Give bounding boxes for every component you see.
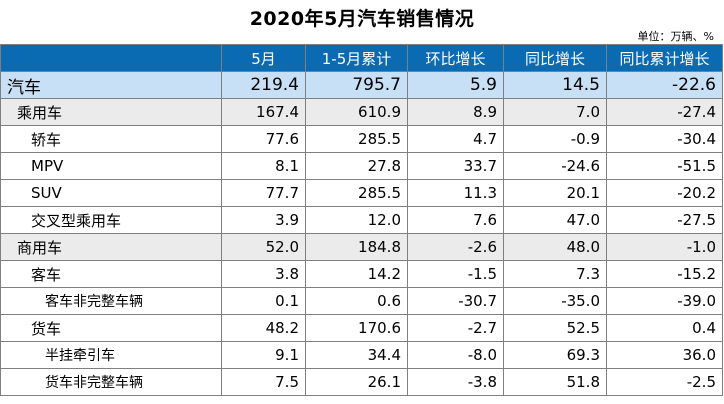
table-row: MPV 8.1 27.8 33.7 -24.6 -51.5: [0, 152, 723, 180]
table-row: 客车 3.8 14.2 -1.5 7.3 -15.2: [0, 260, 723, 288]
ytd-cell: 0.6: [305, 287, 408, 315]
may-cell: 77.6: [221, 125, 306, 153]
row-label: 货车非完整车辆: [0, 368, 222, 396]
yoy-growth-cell: 7.3: [503, 260, 607, 288]
ytd-yoy-growth-cell: 36.0: [606, 341, 723, 369]
mom-growth-cell: 7.6: [407, 206, 504, 234]
table-row: 交叉型乘用车 3.9 12.0 7.6 47.0 -27.5: [0, 206, 723, 234]
yoy-growth-cell: -24.6: [503, 152, 607, 180]
ytd-cell: 285.5: [305, 179, 408, 207]
may-cell: 7.5: [221, 368, 306, 396]
row-label: 客车非完整车辆: [0, 287, 222, 315]
yoy-growth-cell: 69.3: [503, 341, 607, 369]
table-row: 货车 48.2 170.6 -2.7 52.5 0.4: [0, 314, 723, 342]
ytd-yoy-growth-cell: -51.5: [606, 152, 723, 180]
ytd-yoy-growth-cell: -20.2: [606, 179, 723, 207]
may-cell: 167.4: [221, 98, 306, 126]
yoy-growth-cell: 47.0: [503, 206, 607, 234]
may-cell: 8.1: [221, 152, 306, 180]
may-cell: 3.9: [221, 206, 306, 234]
table-row: 客车非完整车辆 0.1 0.6 -30.7 -35.0 -39.0: [0, 287, 723, 315]
may-cell: 0.1: [221, 287, 306, 315]
ytd-yoy-growth-cell: -22.6: [606, 71, 723, 99]
ytd-cell: 610.9: [305, 98, 408, 126]
mom-growth-cell: 5.9: [407, 71, 504, 99]
yoy-growth-cell: 20.1: [503, 179, 607, 207]
table-row: 商用车 52.0 184.8 -2.6 48.0 -1.0: [0, 233, 723, 261]
table-row: 汽车 219.4 795.7 5.9 14.5 -22.6: [0, 71, 723, 99]
header-yoy-growth: 同比增长: [503, 44, 607, 72]
yoy-growth-cell: 51.8: [503, 368, 607, 396]
ytd-cell: 26.1: [305, 368, 408, 396]
mom-growth-cell: -1.5: [407, 260, 504, 288]
ytd-cell: 170.6: [305, 314, 408, 342]
yoy-growth-cell: -0.9: [503, 125, 607, 153]
mom-growth-cell: -2.6: [407, 233, 504, 261]
may-cell: 77.7: [221, 179, 306, 207]
row-label: 货车: [0, 314, 222, 342]
unit-note: 单位：万辆、%: [637, 30, 714, 43]
ytd-cell: 27.8: [305, 152, 408, 180]
yoy-growth-cell: 52.5: [503, 314, 607, 342]
ytd-cell: 12.0: [305, 206, 408, 234]
ytd-cell: 184.8: [305, 233, 408, 261]
yoy-growth-cell: 14.5: [503, 71, 607, 99]
table-row: 乘用车 167.4 610.9 8.9 7.0 -27.4: [0, 98, 723, 126]
yoy-growth-cell: 48.0: [503, 233, 607, 261]
may-cell: 9.1: [221, 341, 306, 369]
table-row: 货车非完整车辆 7.5 26.1 -3.8 51.8 -2.5: [0, 368, 723, 396]
header-may: 5月: [221, 44, 306, 72]
may-cell: 48.2: [221, 314, 306, 342]
mom-growth-cell: -3.8: [407, 368, 504, 396]
header-ytd-yoy-growth: 同比累计增长: [606, 44, 723, 72]
header-category: [0, 44, 222, 72]
sales-table: 5月 1-5月累计 环比增长 同比增长 同比累计增长 汽车 219.4 795.7 5…: [0, 44, 723, 396]
row-label: 轿车: [0, 125, 222, 153]
row-label: 交叉型乘用车: [0, 206, 222, 234]
header-mom-growth: 环比增长: [407, 44, 504, 72]
ytd-yoy-growth-cell: -15.2: [606, 260, 723, 288]
mom-growth-cell: -30.7: [407, 287, 504, 315]
ytd-yoy-growth-cell: 0.4: [606, 314, 723, 342]
mom-growth-cell: 4.7: [407, 125, 504, 153]
ytd-yoy-growth-cell: -27.5: [606, 206, 723, 234]
row-label: 商用车: [0, 233, 222, 261]
table-body: 汽车 219.4 795.7 5.9 14.5 -22.6 乘用车 167.4 610.9 8.9…: [0, 71, 723, 396]
row-label: 汽车: [0, 71, 222, 99]
table-row: SUV 77.7 285.5 11.3 20.1 -20.2: [0, 179, 723, 207]
may-cell: 52.0: [221, 233, 306, 261]
table-row: 轿车 77.6 285.5 4.7 -0.9 -30.4: [0, 125, 723, 153]
ytd-yoy-growth-cell: -27.4: [606, 98, 723, 126]
page-title: 2020年5月汽车销售情况: [249, 8, 475, 30]
row-label: 客车: [0, 260, 222, 288]
ytd-cell: 14.2: [305, 260, 408, 288]
ytd-cell: 795.7: [305, 71, 408, 99]
ytd-cell: 285.5: [305, 125, 408, 153]
may-cell: 219.4: [221, 71, 306, 99]
header-ytd: 1-5月累计: [305, 44, 408, 72]
ytd-yoy-growth-cell: -1.0: [606, 233, 723, 261]
row-label: MPV: [0, 152, 222, 180]
row-label: 半挂牵引车: [0, 341, 222, 369]
mom-growth-cell: 11.3: [407, 179, 504, 207]
mom-growth-cell: -2.7: [407, 314, 504, 342]
table-row: 半挂牵引车 9.1 34.4 -8.0 69.3 36.0: [0, 341, 723, 369]
ytd-yoy-growth-cell: -2.5: [606, 368, 723, 396]
yoy-growth-cell: 7.0: [503, 98, 607, 126]
mom-growth-cell: -8.0: [407, 341, 504, 369]
ytd-yoy-growth-cell: -39.0: [606, 287, 723, 315]
row-label: SUV: [0, 179, 222, 207]
ytd-yoy-growth-cell: -30.4: [606, 125, 723, 153]
row-label: 乘用车: [0, 98, 222, 126]
ytd-cell: 34.4: [305, 341, 408, 369]
mom-growth-cell: 8.9: [407, 98, 504, 126]
table-header-row: 5月 1-5月累计 环比增长 同比增长 同比累计增长: [0, 44, 723, 72]
mom-growth-cell: 33.7: [407, 152, 504, 180]
yoy-growth-cell: -35.0: [503, 287, 607, 315]
may-cell: 3.8: [221, 260, 306, 288]
